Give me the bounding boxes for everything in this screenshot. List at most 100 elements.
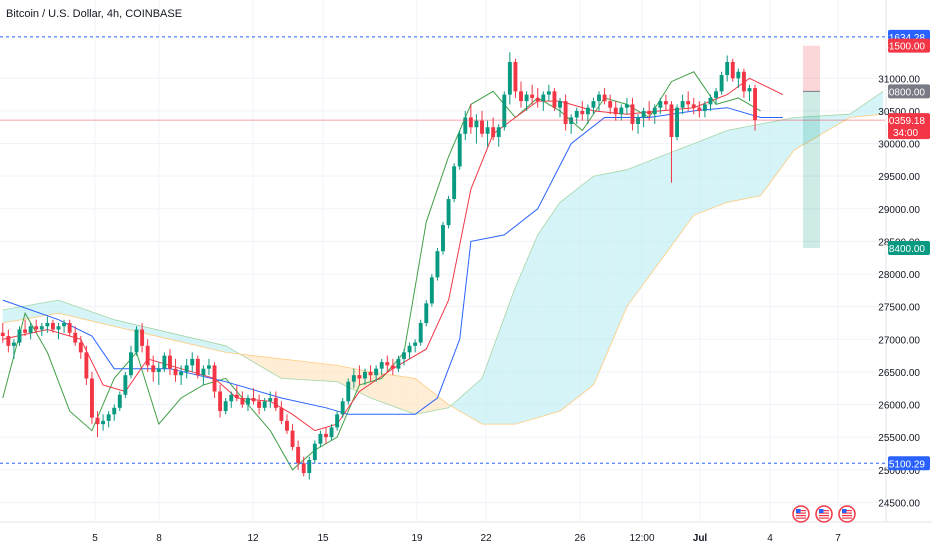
cloud-segment <box>381 373 388 405</box>
candle-body <box>368 371 373 376</box>
candle-body <box>591 101 596 108</box>
flag-stripe <box>842 517 852 519</box>
cloud-segment <box>844 114 850 121</box>
time-tick-label: 12:00 <box>629 533 654 544</box>
flag-stripe <box>842 510 852 512</box>
cloud-segment <box>548 210 555 415</box>
cloud-segment <box>459 393 466 415</box>
cloud-segment <box>69 304 76 318</box>
cloud-segment <box>782 118 789 166</box>
candle-body <box>680 101 685 108</box>
cloud-segment <box>281 358 287 379</box>
candle-body <box>379 362 384 369</box>
cloud-segment <box>426 387 432 413</box>
candle-body <box>714 91 718 98</box>
price-axis[interactable]: 24500.00 25000.00 25500.00 26000.00 26500.00… <box>878 0 932 550</box>
cloud-segment <box>654 156 661 269</box>
candle-body <box>702 104 707 111</box>
price-tag <box>888 38 930 53</box>
time-axis[interactable]: 5 8 12 15 19 22 26 12:00 Jul 4 7 <box>0 521 932 544</box>
candle-body <box>212 365 217 392</box>
candle-body <box>207 365 211 369</box>
candle-body <box>624 104 629 108</box>
us-flag-icon[interactable] <box>815 505 833 523</box>
candle-body <box>273 398 278 408</box>
candle-body <box>45 322 50 327</box>
time-tick-label: 7 <box>835 533 841 544</box>
time-tick-label: 5 <box>92 533 98 544</box>
candle-body <box>257 401 262 408</box>
candle-body <box>407 345 412 353</box>
candle-body <box>324 433 328 438</box>
cloud-segment <box>571 189 577 403</box>
cloud-segment <box>36 303 42 318</box>
cloud-segment <box>699 139 705 214</box>
cloud-segment <box>125 322 131 331</box>
candle-body <box>569 117 574 124</box>
candle-body <box>457 133 462 167</box>
position-target-zone[interactable] <box>803 91 820 248</box>
cloud-segment <box>649 158 655 277</box>
price-tick-label: 29500.00 <box>878 172 920 183</box>
price-tick-label: 28000.00 <box>878 270 920 281</box>
candle-body <box>62 322 67 327</box>
candle-body <box>279 407 284 421</box>
candle-body <box>541 94 546 102</box>
candle-body <box>168 355 172 369</box>
candle-body <box>390 365 395 369</box>
candle-body <box>117 394 122 408</box>
cloud-segment <box>286 359 293 380</box>
us-flag-icon[interactable] <box>838 505 856 523</box>
flag-ring <box>838 505 856 523</box>
candle-body <box>747 88 752 92</box>
cloud-segment <box>532 234 538 420</box>
cloud-segment <box>392 375 399 409</box>
cloud-segment <box>493 332 499 425</box>
cloud-segment <box>498 317 505 425</box>
cloud-segment <box>587 176 594 390</box>
cloud-segment <box>794 117 800 151</box>
cloud-segment <box>610 171 616 346</box>
us-flag-icon[interactable] <box>792 505 810 523</box>
cloud-segment <box>153 328 159 337</box>
price-tick-label: 27500.00 <box>878 303 920 314</box>
cloud-segment <box>743 126 750 200</box>
candle-body <box>753 88 758 121</box>
cloud-segment <box>13 307 20 322</box>
cloud-segment <box>599 174 605 372</box>
candle-body <box>429 277 434 304</box>
flag-ring <box>792 505 810 523</box>
candle-body <box>89 378 94 418</box>
candle-body <box>619 107 624 115</box>
cloud-segment <box>777 119 783 173</box>
cloud-segment <box>225 345 232 354</box>
cloud-segment <box>643 160 650 284</box>
cloud-segment <box>677 147 683 239</box>
candle-body <box>229 394 234 402</box>
candle-body <box>485 127 490 134</box>
flag-stripe <box>819 512 829 514</box>
position-stop-zone[interactable] <box>803 45 820 92</box>
candle-body <box>558 101 562 108</box>
event-icons[interactable] <box>792 505 856 523</box>
short-position-tool[interactable] <box>803 45 820 248</box>
leading-span-b-line <box>2 113 884 425</box>
cloud-segment <box>247 354 254 363</box>
cloud-segment <box>108 317 115 327</box>
candle-body <box>262 401 267 408</box>
cloud-segment <box>164 331 170 340</box>
candle-body <box>162 355 167 369</box>
candle-body <box>318 433 323 444</box>
cloud-segment <box>86 309 92 322</box>
candle-body <box>351 375 356 382</box>
candle-body <box>28 326 33 333</box>
cloud-segment <box>186 336 193 345</box>
candle-body <box>112 407 117 415</box>
candle-body <box>218 391 223 412</box>
cloud-segment <box>331 364 338 382</box>
cloud-segment <box>833 114 839 128</box>
candle-body <box>546 91 551 95</box>
cloud-segment <box>515 274 522 425</box>
